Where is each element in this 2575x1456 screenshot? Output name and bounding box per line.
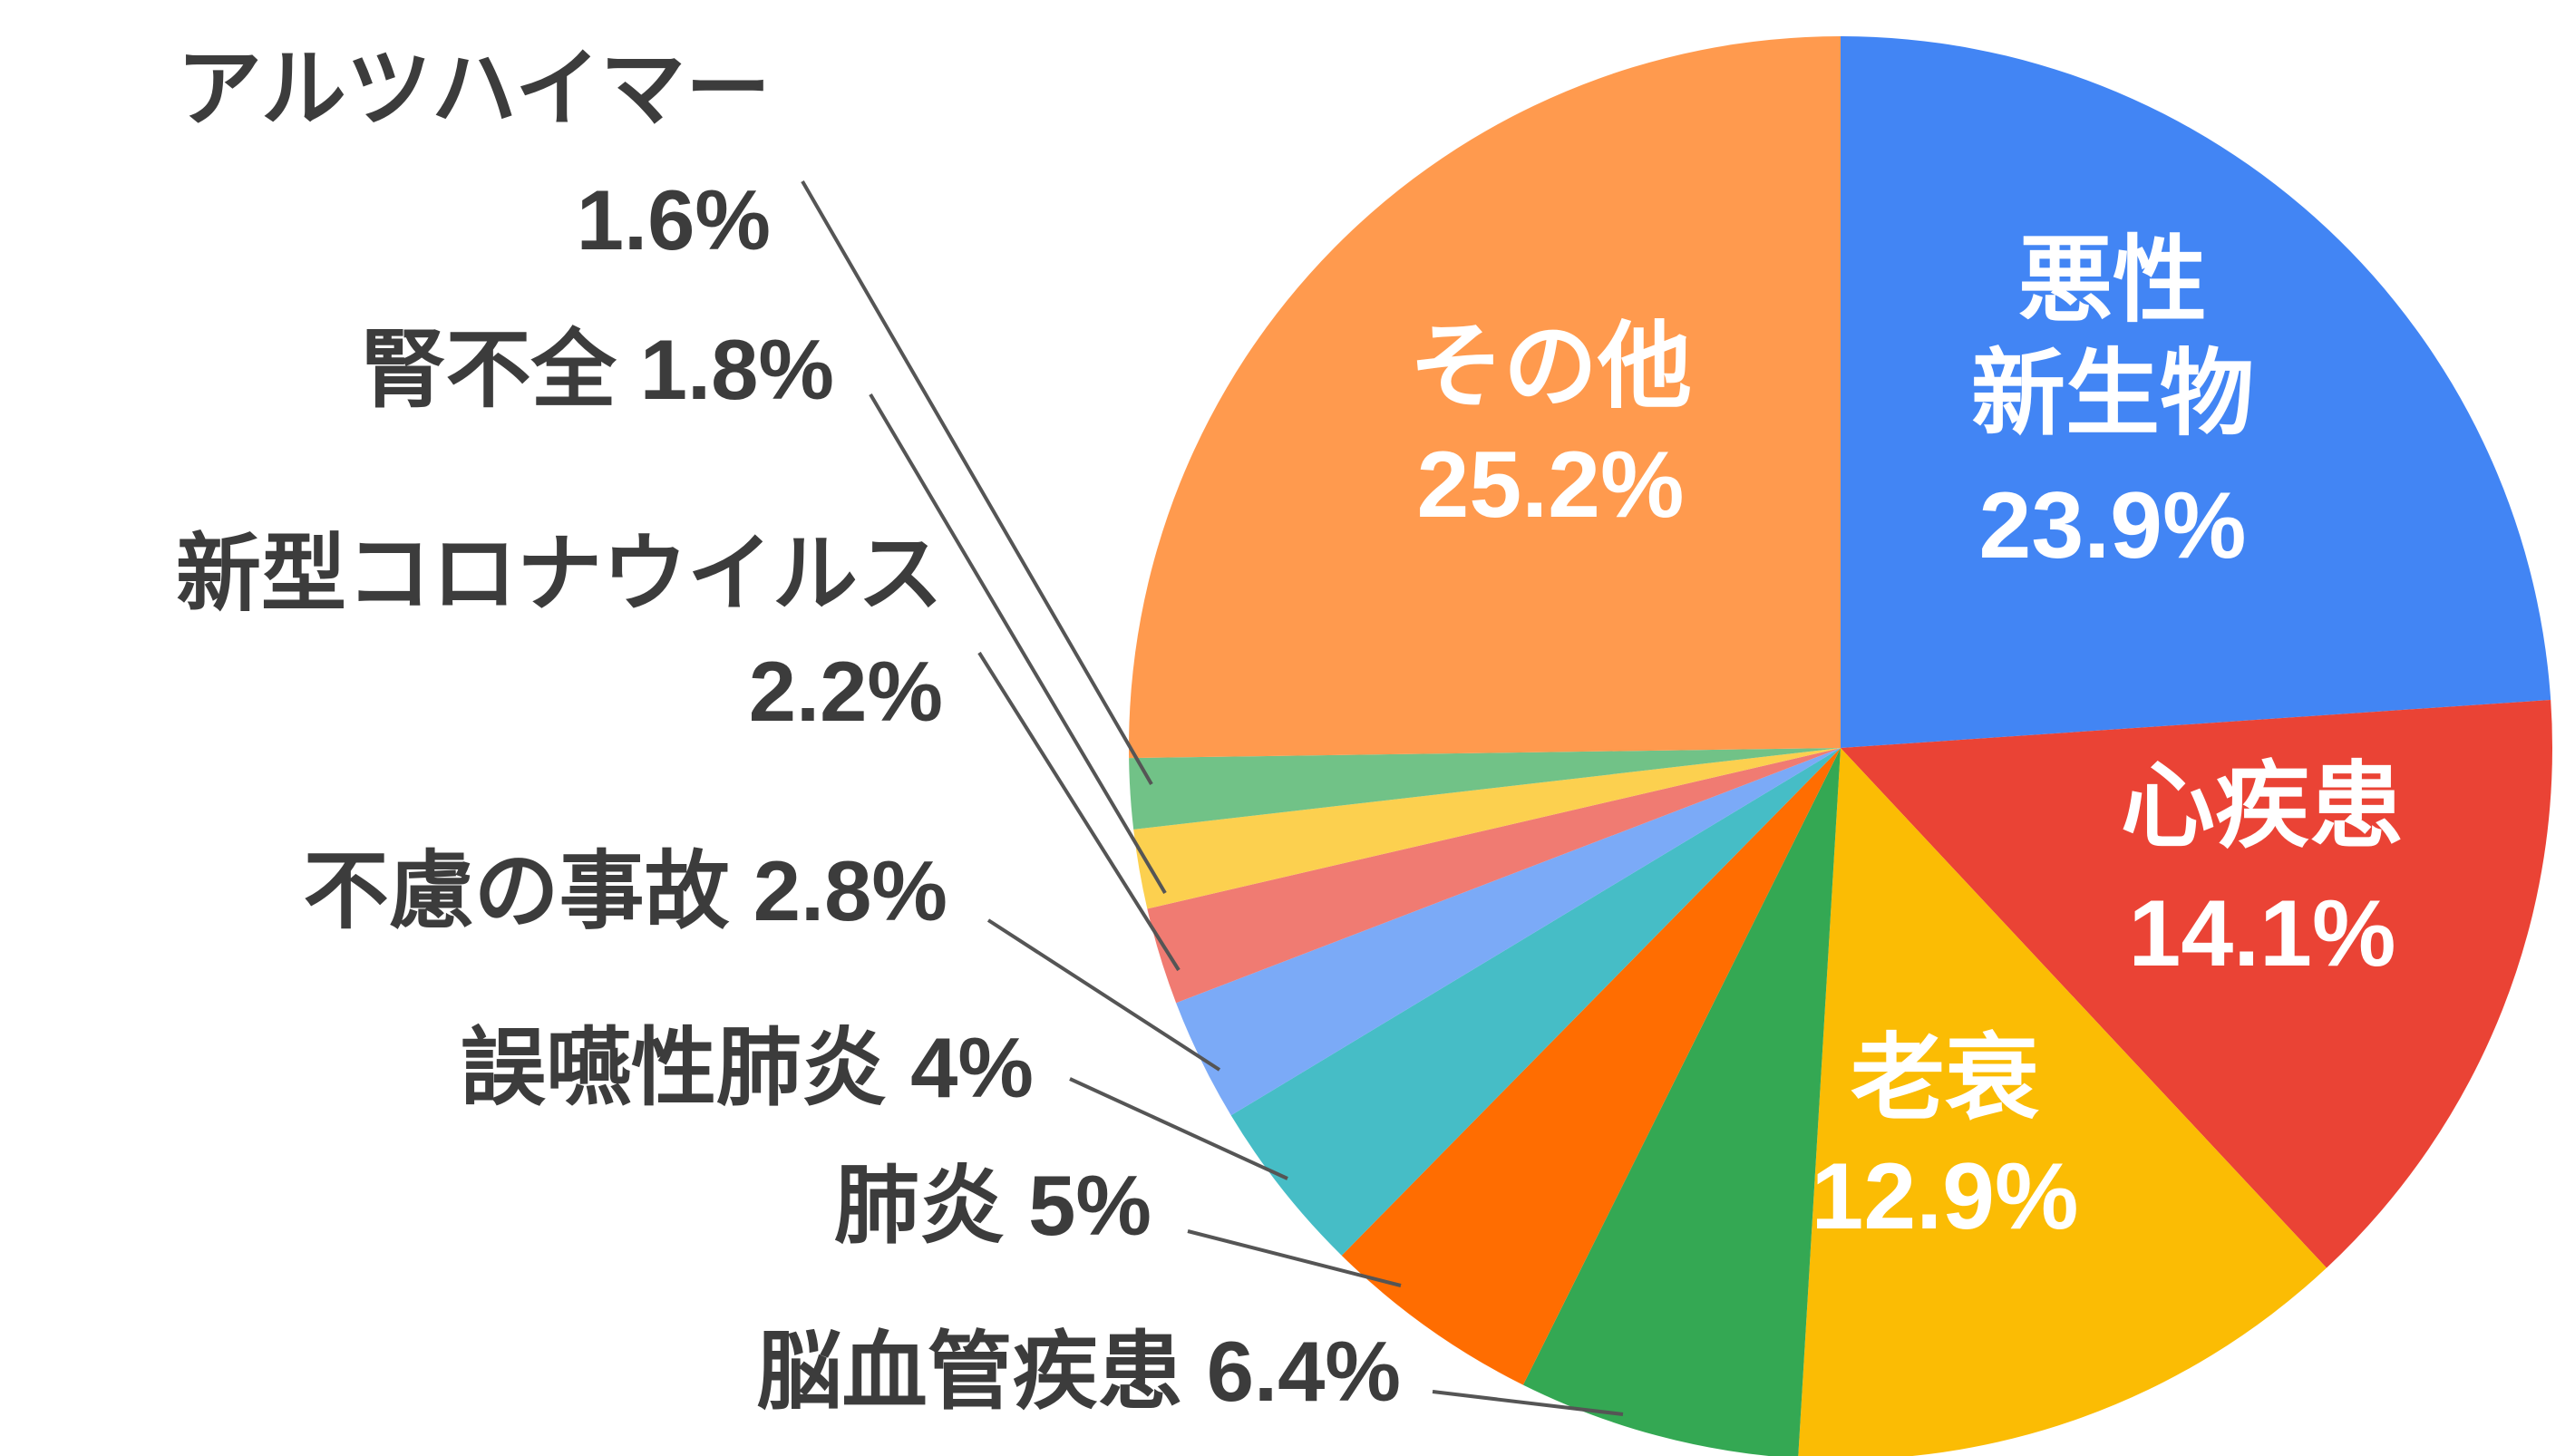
slice-value-label: 1.6% [577,172,771,267]
slice-アルツハイマー [1129,748,1841,830]
leader-line [1069,1077,1288,1180]
slice-name-label: 新型コロナウイルス [176,526,943,621]
slice-outside-label: 不慮の事故 2.8% [304,843,947,938]
pie-slices [1129,36,2553,1456]
slice-outside-label: 誤嚥性肺炎 4% [461,1020,1034,1115]
slice-outside-label: 肺炎 5% [834,1158,1151,1253]
leader-line [801,180,1153,786]
slice-name-label: その他 [1409,315,1692,420]
slice-outside-label: 脳血管疾患 6.4% [757,1324,1401,1419]
slice-value-label: 2.2% [749,644,943,739]
leader-line [986,918,1221,1072]
slice-誤嚥性肺炎 [1230,748,1841,1256]
slice-悪性新生物 [1841,36,2551,748]
slice-outside-label: 腎不全 1.8% [361,322,834,417]
slice-value-label: 23.9% [1979,473,2247,578]
slice-新型コロナウイルス [1147,748,1841,1004]
slice-腎不全 [1133,748,1841,909]
slice-name-label: 心疾患 [2121,754,2404,859]
slice-name-label: アルツハイマー [177,41,771,136]
slice-心疾患 [1841,699,2553,1268]
leader-line [869,393,1167,895]
slice-value-label: 14.1% [2129,881,2396,986]
leader-line [1187,1229,1402,1287]
slice-name-label: 悪性 [2018,228,2207,334]
slice-不慮の事故 [1176,748,1841,1116]
slice-その他 [1129,36,1841,759]
leader-lines [801,180,1624,1416]
leader-line [1432,1390,1624,1416]
slice-name-label: 老衰 [1851,1026,2039,1131]
slice-肺炎 [1341,748,1841,1385]
slice-value-label: 12.9% [1812,1144,2079,1249]
leader-line [977,651,1181,972]
slice-脳血管疾患 [1522,748,1841,1456]
slice-name-label: 新生物 [1971,342,2254,447]
slice-老衰 [1798,748,2327,1456]
slice-value-label: 25.2% [1417,432,1685,538]
